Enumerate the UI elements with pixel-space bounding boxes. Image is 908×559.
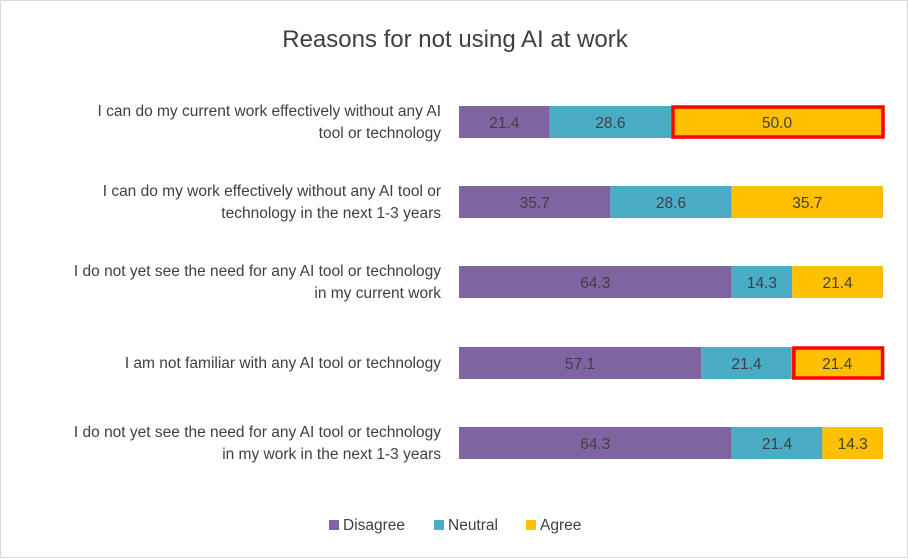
data-label: 57.1 — [565, 356, 595, 373]
legend-swatch-disagree — [329, 520, 339, 530]
category-label: I am not familiar with any AI tool or te… — [125, 355, 441, 372]
bar-segment-disagree — [459, 347, 702, 379]
data-label: 14.3 — [747, 275, 777, 292]
data-label: 64.3 — [580, 436, 610, 453]
legend-swatch-agree — [526, 520, 536, 530]
bar-segment-neutral — [549, 106, 671, 138]
category-label: I do not yet see the need for any AI too… — [74, 263, 441, 280]
data-label: 28.6 — [656, 195, 686, 212]
bar-segment-disagree — [459, 427, 732, 459]
category-label: I do not yet see the need for any AI too… — [74, 424, 441, 441]
category-label: I can do my current work effectively wit… — [98, 103, 441, 120]
data-label: 50.0 — [762, 115, 793, 132]
bar-segment-agree — [792, 266, 883, 298]
data-label: 21.4 — [762, 436, 793, 453]
highlight-box — [792, 346, 885, 380]
bar-segment-agree — [791, 347, 883, 379]
data-label: 28.6 — [595, 115, 625, 132]
bar-segment-agree — [822, 427, 883, 459]
data-label: 14.3 — [838, 436, 868, 453]
bar-segment-disagree — [459, 186, 611, 218]
legend-swatch-neutral — [434, 520, 444, 530]
bar-segment-agree — [671, 106, 883, 138]
category-label: in my current work — [314, 285, 441, 302]
category-label: tool or technology — [319, 125, 442, 142]
category-label: I can do my work effectively without any… — [103, 183, 441, 200]
data-label: 21.4 — [823, 275, 854, 292]
bar-segment-neutral — [701, 347, 792, 379]
bar-segment-neutral — [731, 266, 793, 298]
data-label: 21.4 — [489, 115, 520, 132]
bar-segment-agree — [731, 186, 883, 218]
chart-title: Reasons for not using AI at work — [282, 26, 629, 53]
data-label: 64.3 — [580, 275, 610, 292]
legend-label: Neutral — [448, 517, 498, 534]
data-label: 21.4 — [822, 356, 853, 373]
data-label: 21.4 — [731, 356, 762, 373]
bar-segment-disagree — [459, 266, 732, 298]
category-label: technology in the next 1-3 years — [221, 205, 441, 222]
data-label: 35.7 — [520, 195, 550, 212]
legend-label: Disagree — [343, 517, 405, 534]
bar-segment-disagree — [459, 106, 550, 138]
data-label: 35.7 — [792, 195, 822, 212]
bar-segment-neutral — [610, 186, 732, 218]
bar-segment-neutral — [731, 427, 823, 459]
legend-label: Agree — [540, 517, 581, 534]
category-label: in my work in the next 1-3 years — [222, 446, 441, 463]
highlight-box — [671, 105, 885, 139]
